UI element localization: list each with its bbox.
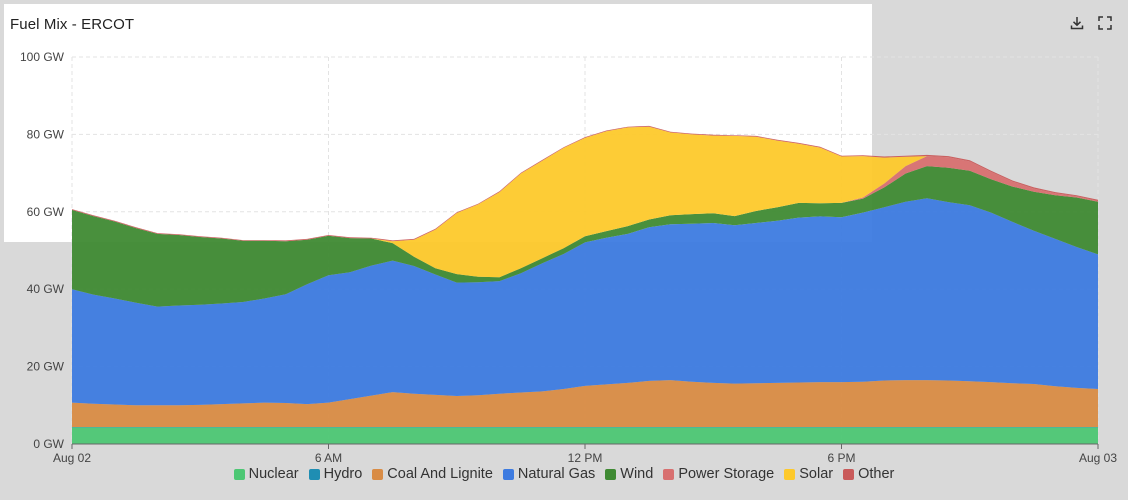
legend-item-other[interactable]: Other xyxy=(843,466,894,482)
legend-swatch xyxy=(843,468,855,480)
legend-item-power-storage[interactable]: Power Storage xyxy=(663,466,774,482)
legend-label: Power Storage xyxy=(678,466,775,482)
y-tick-label: 0 GW xyxy=(33,437,64,451)
x-tick-label: 6 AM xyxy=(315,451,342,465)
y-tick-label: 80 GW xyxy=(27,127,65,141)
fullscreen-icon[interactable] xyxy=(1096,14,1114,32)
x-tick-label: 6 PM xyxy=(827,451,855,465)
legend-swatch xyxy=(233,468,245,480)
area-solar xyxy=(72,126,1098,278)
legend-swatch xyxy=(372,468,384,480)
legend-swatch xyxy=(784,468,796,480)
legend-label: Nuclear xyxy=(248,466,299,482)
legend-swatch xyxy=(605,468,617,480)
legend-item-solar[interactable]: Solar xyxy=(784,466,833,482)
legend-swatch xyxy=(502,468,514,480)
y-tick-label: 100 GW xyxy=(20,50,65,64)
legend-item-nuclear[interactable]: Nuclear xyxy=(233,466,299,482)
y-tick-label: 60 GW xyxy=(27,205,65,219)
legend-swatch xyxy=(308,468,320,480)
axes: 0 GW 20 GW 40 GW 60 GW 80 GW 100 GW Aug 02 6 AM… xyxy=(20,50,1117,465)
legend-item-wind[interactable]: Wind xyxy=(605,466,653,482)
legend-item-hydro[interactable]: Hydro xyxy=(308,466,363,482)
area-wind xyxy=(72,166,1098,307)
x-tick-label: Aug 02 xyxy=(53,451,91,465)
chart-legend: Nuclear Hydro Coal And Lignite Natural Gas W… xyxy=(0,466,1128,482)
legend-label: Coal And Lignite xyxy=(387,466,493,482)
legend-label: Hydro xyxy=(323,466,363,482)
legend-label: Other xyxy=(858,466,895,482)
legend-label: Natural Gas xyxy=(517,466,596,482)
x-tick-label: Aug 03 xyxy=(1079,451,1117,465)
y-tick-label: 40 GW xyxy=(27,282,65,296)
legend-swatch xyxy=(663,468,675,480)
legend-item-coal-and-lignite[interactable]: Coal And Lignite xyxy=(372,466,493,482)
x-tick-label: 12 PM xyxy=(568,451,603,465)
legend-label: Solar xyxy=(799,466,834,482)
legend-label: Wind xyxy=(620,466,654,482)
y-tick-label: 20 GW xyxy=(27,360,65,374)
area-nuclear xyxy=(72,427,1098,444)
area-coal-and-lignite xyxy=(72,380,1098,427)
area-natural-gas xyxy=(72,198,1098,406)
chart-title: Fuel Mix - ERCOT xyxy=(10,16,135,33)
chart-toolbar xyxy=(1068,14,1114,32)
series-areas xyxy=(72,125,1098,444)
legend-item-natural-gas[interactable]: Natural Gas xyxy=(502,466,596,482)
download-icon[interactable] xyxy=(1068,14,1086,32)
